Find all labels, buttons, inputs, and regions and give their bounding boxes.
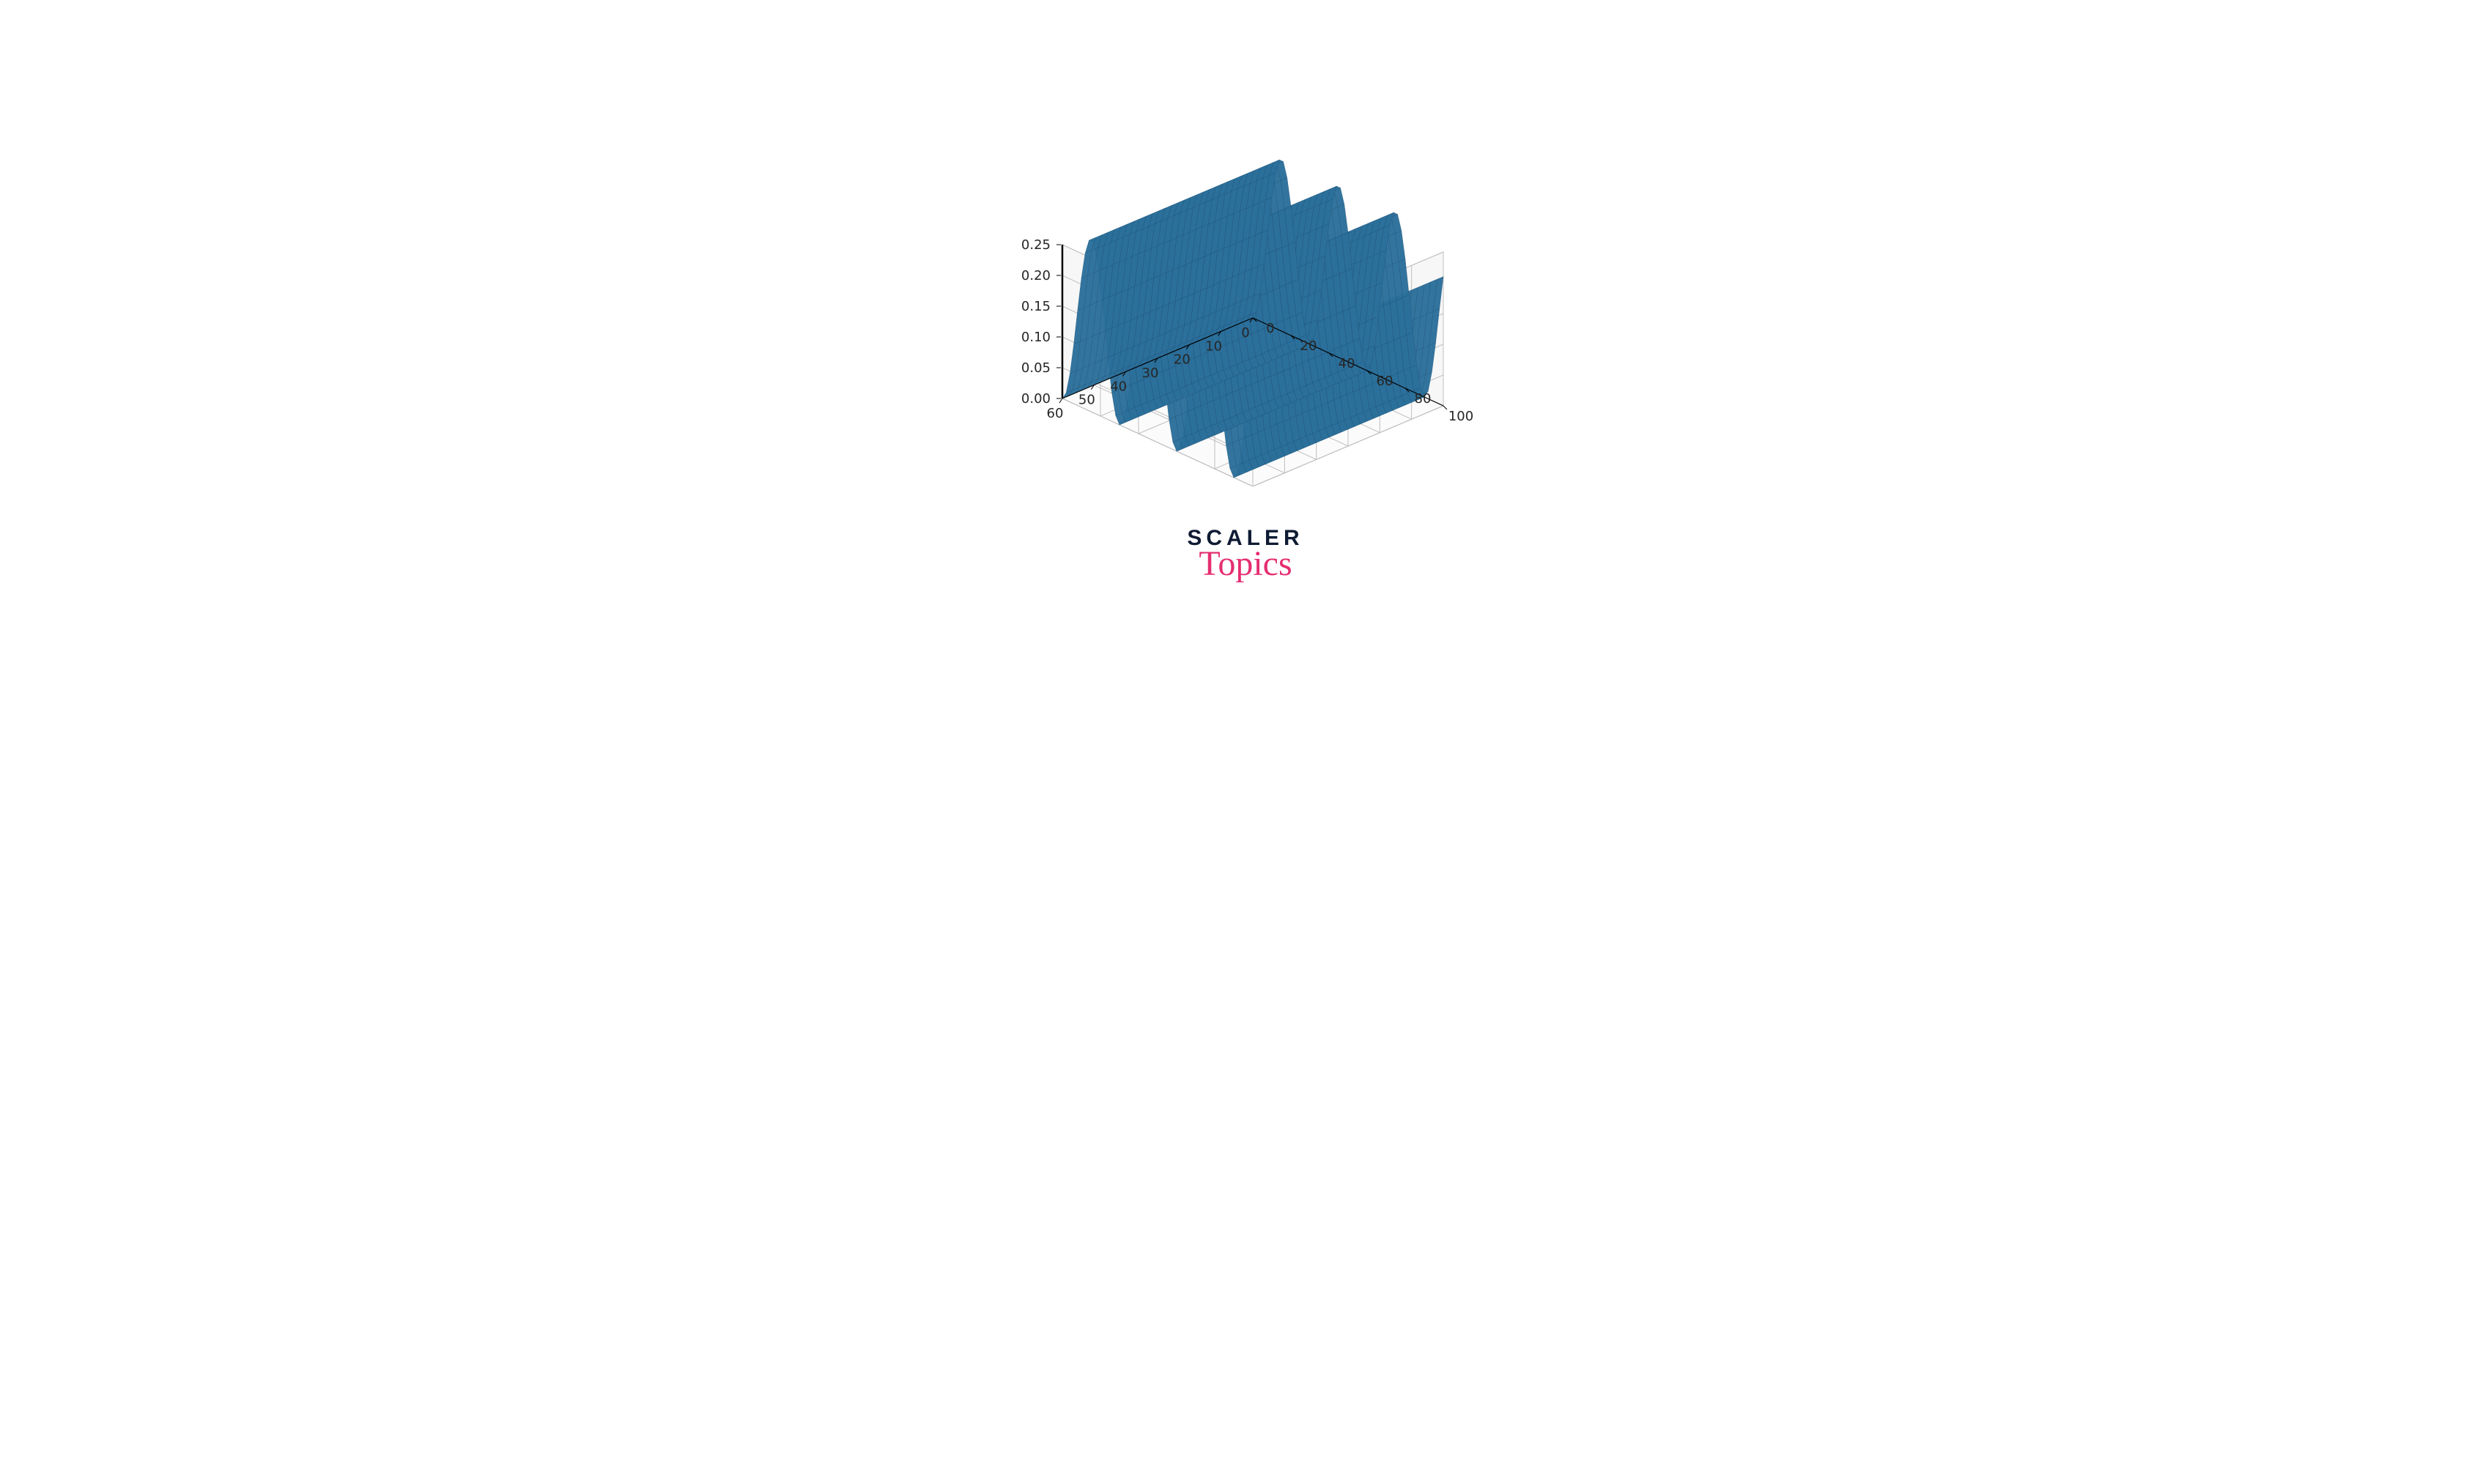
svg-text:60: 60 xyxy=(1377,374,1393,389)
svg-text:40: 40 xyxy=(1339,356,1355,371)
svg-text:0: 0 xyxy=(1266,321,1274,336)
brand-logo: SCALER Topics xyxy=(1187,527,1303,582)
svg-text:80: 80 xyxy=(1415,391,1432,407)
svg-text:0.25: 0.25 xyxy=(1021,237,1051,253)
chart-svg: 0.00 0.05 0.10 0.15 0.20 0.25 0 10 20 30 40 50 60 0 20… xyxy=(989,76,1502,486)
svg-text:20: 20 xyxy=(1174,352,1191,368)
svg-text:40: 40 xyxy=(1110,379,1127,394)
svg-text:0.05: 0.05 xyxy=(1021,360,1051,376)
svg-text:100: 100 xyxy=(1448,409,1473,424)
svg-text:10: 10 xyxy=(1205,338,1222,354)
svg-text:0.00: 0.00 xyxy=(1021,391,1051,407)
page: 0.00 0.05 0.10 0.15 0.20 0.25 0 10 20 30 40 50 60 0 20… xyxy=(718,0,1773,628)
svg-text:20: 20 xyxy=(1300,338,1317,354)
svg-text:50: 50 xyxy=(1078,393,1095,408)
svg-text:0.15: 0.15 xyxy=(1021,299,1051,314)
svg-text:60: 60 xyxy=(1047,406,1064,421)
svg-text:0.20: 0.20 xyxy=(1021,268,1051,283)
svg-text:0.10: 0.10 xyxy=(1021,330,1051,345)
svg-text:0: 0 xyxy=(1241,325,1249,341)
svg-text:30: 30 xyxy=(1142,366,1159,381)
logo-bottom-text: Topics xyxy=(1187,546,1303,582)
surface-chart: 0.00 0.05 0.10 0.15 0.20 0.25 0 10 20 30 40 50 60 0 20… xyxy=(989,76,1502,489)
